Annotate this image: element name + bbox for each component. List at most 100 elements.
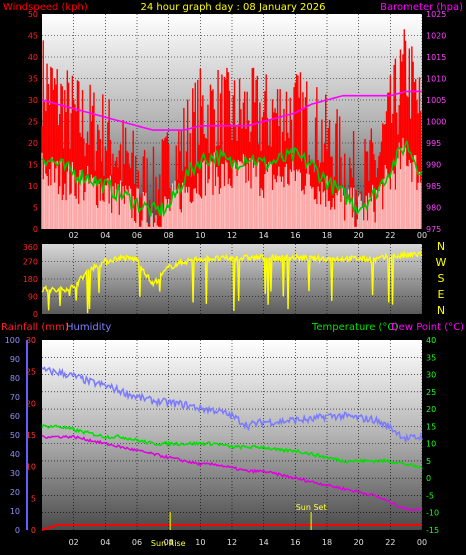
wind-tick-label: 15 xyxy=(28,161,38,170)
wind-time-label: 00 xyxy=(417,231,427,240)
temperature-time-label: 00 xyxy=(417,538,427,547)
temperature-line xyxy=(41,424,423,470)
sun-events: Sun Rise Sun Set xyxy=(151,503,327,548)
sunrise-label: Sun Rise xyxy=(151,539,186,548)
wind-time-label: 18 xyxy=(322,231,332,240)
wind-data xyxy=(41,29,423,229)
temperature-tick-label: 0 xyxy=(426,474,431,483)
humidity-tick-label: 0 xyxy=(15,526,20,535)
dewpoint-label: Dew Point (°C) xyxy=(391,322,464,333)
temperature-data xyxy=(41,366,423,531)
barometer-axis-labels: 975 980 985 990 995 1000 1005 1010 1015 1020 1025 xyxy=(426,10,446,234)
barometer-tick-label: 975 xyxy=(426,225,441,234)
humidity-tick-label: 10 xyxy=(10,507,20,516)
temperature-tick-label: -10 xyxy=(426,509,439,518)
wind-time-label: 10 xyxy=(195,231,205,240)
wind-time-label: 22 xyxy=(385,231,395,240)
barometer-tick-label: 1000 xyxy=(426,118,446,127)
wind-average-line xyxy=(41,140,423,218)
barometer-tick-label: 985 xyxy=(426,182,441,191)
temperature-time-label: 08 xyxy=(164,538,174,547)
temperature-tick-label: 20 xyxy=(426,405,436,414)
humidity-tick-label: 30 xyxy=(10,469,20,478)
compass-letter: E xyxy=(438,288,445,301)
temperature-tick-label: 10 xyxy=(426,440,436,449)
temperature-axis-labels: -15 -10 -5 0 5 10 15 20 25 30 35 40 xyxy=(426,336,439,535)
humidity-line xyxy=(41,366,423,444)
wind-tick-label: 20 xyxy=(28,139,38,148)
temperature-time-label: 02 xyxy=(69,538,79,547)
humidity-axis-labels: 0 10 20 30 40 50 60 70 80 90 100 xyxy=(5,336,20,535)
temperature-time-label: 12 xyxy=(227,538,237,547)
temperature-tick-label: 35 xyxy=(426,353,436,362)
temperature-tick-label: 15 xyxy=(426,422,436,431)
wind-tick-label: 10 xyxy=(28,182,38,191)
rainfall-line xyxy=(41,523,422,531)
rain-tick-label: 0 xyxy=(31,526,36,535)
direction-line xyxy=(41,250,423,314)
graph-title: 24 hour graph day : 08 January 2026 xyxy=(141,2,326,13)
wind-time-label: 14 xyxy=(259,231,269,240)
rainfall-label: Rainfall (mm) xyxy=(1,322,69,333)
barometer-tick-label: 1010 xyxy=(426,75,446,84)
temperature-time-label: 06 xyxy=(132,538,142,547)
wind-time-label: 08 xyxy=(164,231,174,240)
barometer-tick-label: 1020 xyxy=(426,32,446,41)
barometer-tick-label: 995 xyxy=(426,139,441,148)
humidity-label: Humidity xyxy=(66,322,111,333)
temperature-panel-bg xyxy=(42,340,422,530)
wind-axis-labels: 0 5 10 15 20 25 30 35 40 45 50 xyxy=(28,10,38,234)
temperature-label: Temperature (°C) xyxy=(311,322,398,333)
barometer-label: Barometer (hpa) xyxy=(380,2,463,13)
rain-axis-labels: 0 5 10 15 20 25 30 xyxy=(26,336,36,535)
temperature-time-label: 14 xyxy=(259,538,269,547)
direction-tick-label: 0 xyxy=(33,310,38,319)
wind-time-label: 12 xyxy=(227,231,237,240)
temperature-time-label: 22 xyxy=(385,538,395,547)
barometer-tick-label: 990 xyxy=(426,161,441,170)
temperature-tick-label: 30 xyxy=(426,371,436,380)
temperature-tick-label: 25 xyxy=(426,388,436,397)
barometer-tick-label: 1025 xyxy=(426,10,446,19)
compass-letter: N xyxy=(437,240,445,253)
humidity-tick-label: 100 xyxy=(5,336,20,345)
wind-tick-label: 5 xyxy=(33,204,38,213)
rain-tick-label: 20 xyxy=(26,399,36,408)
wind-tick-label: 45 xyxy=(28,32,38,41)
temperature-tick-label: 5 xyxy=(426,457,431,466)
direction-tick-label: 180 xyxy=(23,275,38,284)
temperature-time-label: 16 xyxy=(290,538,300,547)
wind-time-label: 02 xyxy=(69,231,79,240)
temperature-tick-label: -5 xyxy=(426,491,434,500)
direction-data xyxy=(41,250,423,314)
humidity-tick-label: 40 xyxy=(10,450,20,459)
humidity-tick-label: 70 xyxy=(10,393,20,402)
rain-tick-label: 10 xyxy=(26,463,36,472)
direction-tick-label: 360 xyxy=(23,243,38,252)
direction-tick-label: 90 xyxy=(28,293,38,302)
temperature-tick-label: 40 xyxy=(426,336,436,345)
sunset-label: Sun Set xyxy=(296,503,327,512)
rain-tick-label: 30 xyxy=(26,336,36,345)
wind-label: Windspeed (kph) xyxy=(3,2,88,13)
wind-time-label: 06 xyxy=(132,231,142,240)
temperature-time-label: 04 xyxy=(100,538,110,547)
barometer-tick-label: 980 xyxy=(426,204,441,213)
humidity-tick-label: 50 xyxy=(10,431,20,440)
humidity-tick-label: 20 xyxy=(10,488,20,497)
wind-time-label: 04 xyxy=(100,231,110,240)
temperature-time-label: 10 xyxy=(195,538,205,547)
temperature-time-ticks: 02 04 06 08 10 12 14 16 18 20 22 00 xyxy=(69,538,428,547)
temperature-time-label: 18 xyxy=(322,538,332,547)
temperature-tick-label: -15 xyxy=(426,526,439,535)
humidity-tick-label: 80 xyxy=(10,374,20,383)
direction-grid xyxy=(42,244,423,314)
rain-tick-label: 25 xyxy=(26,368,36,377)
wind-tick-label: 50 xyxy=(28,10,38,19)
wind-tick-label: 0 xyxy=(33,225,38,234)
